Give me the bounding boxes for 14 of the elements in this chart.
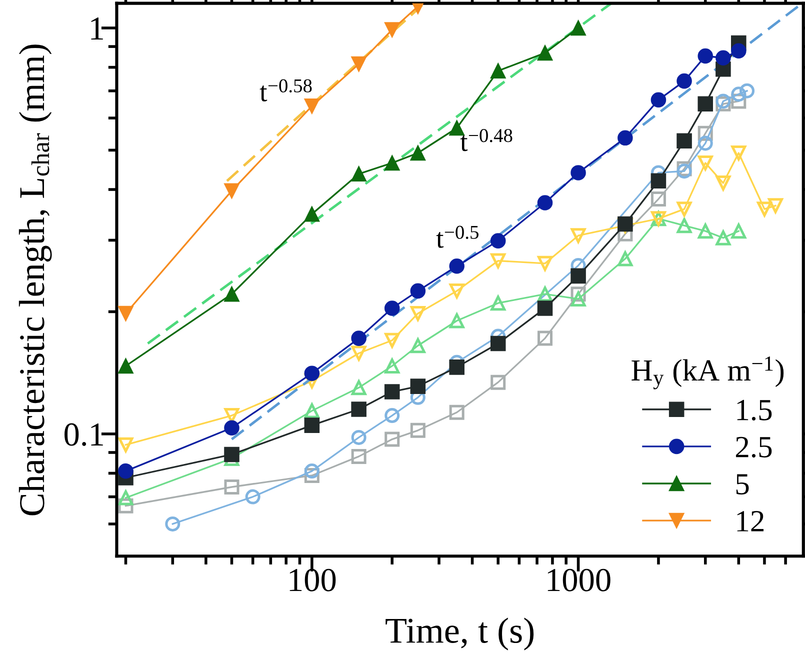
- x-axis-title: Time, t (s): [386, 618, 534, 650]
- legend-title: H$_{y}$ (kA m$^{−1}$): [632, 356, 784, 390]
- annotation: t$^{−0.58}$: [260, 79, 312, 102]
- y-tick-label: 0.1: [64, 423, 103, 446]
- x-tick-label: 100: [290, 568, 336, 592]
- y-tick-label: 1: [91, 18, 103, 40]
- y-axis-title: Characteristic length, L$_{char}$ (mm): [18, 44, 52, 516]
- legend-label: 12: [737, 511, 764, 532]
- x-tick-label: 1000: [548, 568, 610, 592]
- annotation: t$^{−0.48}$: [460, 129, 512, 152]
- legend-label: 2.5: [736, 436, 772, 458]
- legend-label: 5: [736, 474, 749, 495]
- annotation: t$^{−0.5}$: [436, 226, 478, 248]
- legend-label: 1.5: [737, 400, 772, 421]
